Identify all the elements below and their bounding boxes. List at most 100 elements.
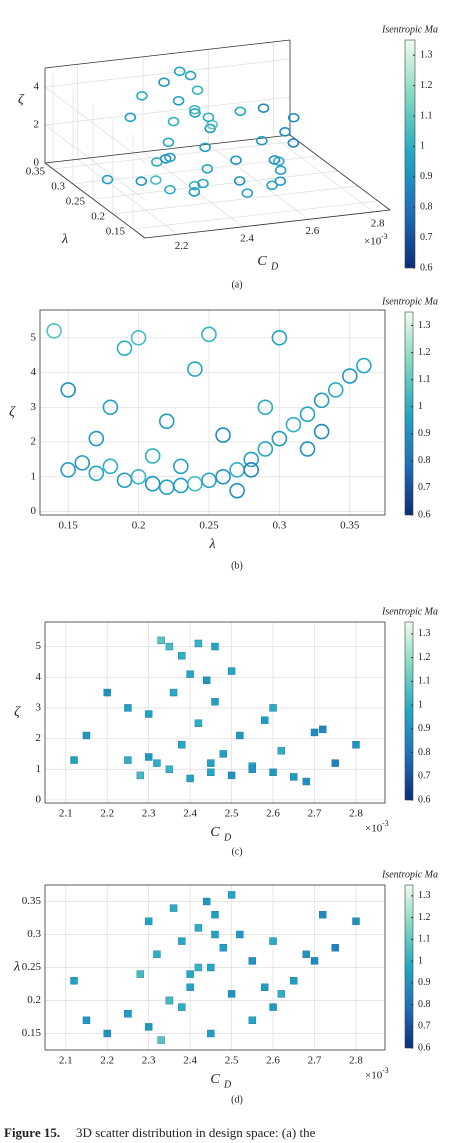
x-tick-label: 2.8	[349, 1055, 363, 1067]
colorbar-tick-label: 1	[420, 141, 425, 152]
data-point	[302, 950, 310, 958]
x-tick-label: 0.35	[340, 520, 360, 532]
data-point	[158, 413, 175, 429]
data-point	[248, 1016, 257, 1024]
data-point	[219, 750, 227, 758]
data-point	[153, 950, 161, 958]
x-tick-label: 2.4	[183, 1055, 197, 1067]
data-point	[136, 771, 145, 780]
z-tick-label: 2	[34, 119, 40, 131]
data-point	[165, 765, 174, 773]
data-point	[279, 127, 291, 137]
data-point	[135, 176, 148, 187]
y-tick-label: 0.15	[22, 1027, 42, 1039]
data-point	[277, 990, 286, 998]
data-point	[186, 774, 194, 783]
grid-line	[273, 136, 374, 213]
data-point	[227, 990, 236, 998]
data-point	[352, 741, 360, 749]
data-point	[319, 911, 327, 919]
grid-line	[44, 86, 146, 163]
x-axis-label-subscript: D	[223, 1079, 232, 1090]
data-point	[211, 698, 219, 706]
data-point	[103, 688, 111, 697]
data-point	[144, 448, 161, 464]
data-point	[302, 777, 310, 786]
data-point	[164, 184, 176, 195]
caption-text: 3D scatter distribution in design space:…	[76, 1125, 316, 1140]
grid-line	[92, 170, 339, 200]
x-scale-exponent: -3	[381, 232, 388, 241]
data-point	[167, 116, 180, 127]
colorbar-tick-label: 0.8	[418, 747, 431, 758]
data-point	[46, 323, 62, 339]
data-point	[269, 704, 277, 712]
y-tick-label: 5	[31, 331, 37, 343]
data-point	[227, 891, 236, 899]
data-point	[164, 152, 176, 163]
y-tick-label: 0.35	[22, 895, 42, 907]
panel-label: (a)	[231, 279, 242, 290]
data-point	[165, 642, 174, 651]
data-point	[88, 465, 105, 482]
data-point	[130, 468, 147, 485]
data-point	[287, 112, 300, 123]
y-tick-label: 3	[31, 401, 37, 413]
plot-frame	[44, 884, 386, 1051]
panel-label: (d)	[231, 1094, 243, 1105]
colorbar-tick-label: 1.3	[418, 320, 431, 331]
colorbar-tick-label: 1.3	[420, 49, 433, 60]
data-point	[157, 636, 165, 645]
colorbar-tick-label: 0.9	[420, 171, 433, 182]
axis-line	[44, 162, 146, 239]
colorbar-tick-label: 0.9	[418, 977, 431, 988]
data-point	[178, 1003, 186, 1011]
data-point	[313, 423, 330, 440]
axis-line	[144, 209, 391, 239]
data-point	[88, 430, 105, 447]
data-point	[187, 361, 203, 377]
grid-line	[77, 158, 178, 235]
data-point	[158, 479, 175, 496]
data-point	[158, 77, 170, 88]
y-tick-label: 0.15	[106, 226, 126, 238]
data-point	[70, 977, 78, 985]
data-point	[60, 462, 76, 478]
y-tick-label: 5	[36, 640, 42, 652]
data-point	[352, 917, 360, 925]
data-point	[194, 924, 203, 932]
x-tick-label: 0.25	[199, 520, 219, 532]
data-point	[327, 382, 344, 398]
data-point	[313, 392, 330, 409]
colorbar-tick-label: 0.6	[418, 509, 431, 520]
data-point	[271, 329, 288, 346]
axis-line	[44, 39, 291, 69]
data-point	[310, 957, 319, 965]
data-point	[257, 399, 274, 416]
data-point	[82, 1016, 91, 1024]
x-axis-label-subscript: D	[223, 832, 232, 843]
data-point	[241, 188, 254, 198]
x-tick-label: 2.5	[225, 1055, 239, 1067]
z-tick-label: 4	[34, 81, 40, 93]
data-point	[136, 970, 145, 978]
x-scale-base: ×10	[365, 1070, 383, 1082]
data-point	[266, 180, 278, 191]
data-point	[261, 983, 269, 991]
data-point	[331, 944, 339, 952]
x-tick-label: 2.8	[349, 808, 363, 820]
y-tick-label: 0.25	[66, 196, 86, 208]
data-point	[124, 1010, 132, 1018]
data-point	[130, 329, 147, 346]
data-point	[290, 773, 298, 781]
data-point	[188, 104, 201, 115]
x-tick-label: 2.3	[142, 1055, 156, 1067]
x-tick-label: 0.2	[132, 520, 146, 532]
data-point	[219, 944, 227, 952]
data-point	[269, 768, 277, 777]
colorbar-tick-label: 1.2	[418, 347, 431, 358]
colorbar-tick-label: 0.9	[418, 428, 431, 439]
colorbar-tick-label: 0.6	[420, 262, 433, 273]
data-point	[331, 759, 339, 767]
